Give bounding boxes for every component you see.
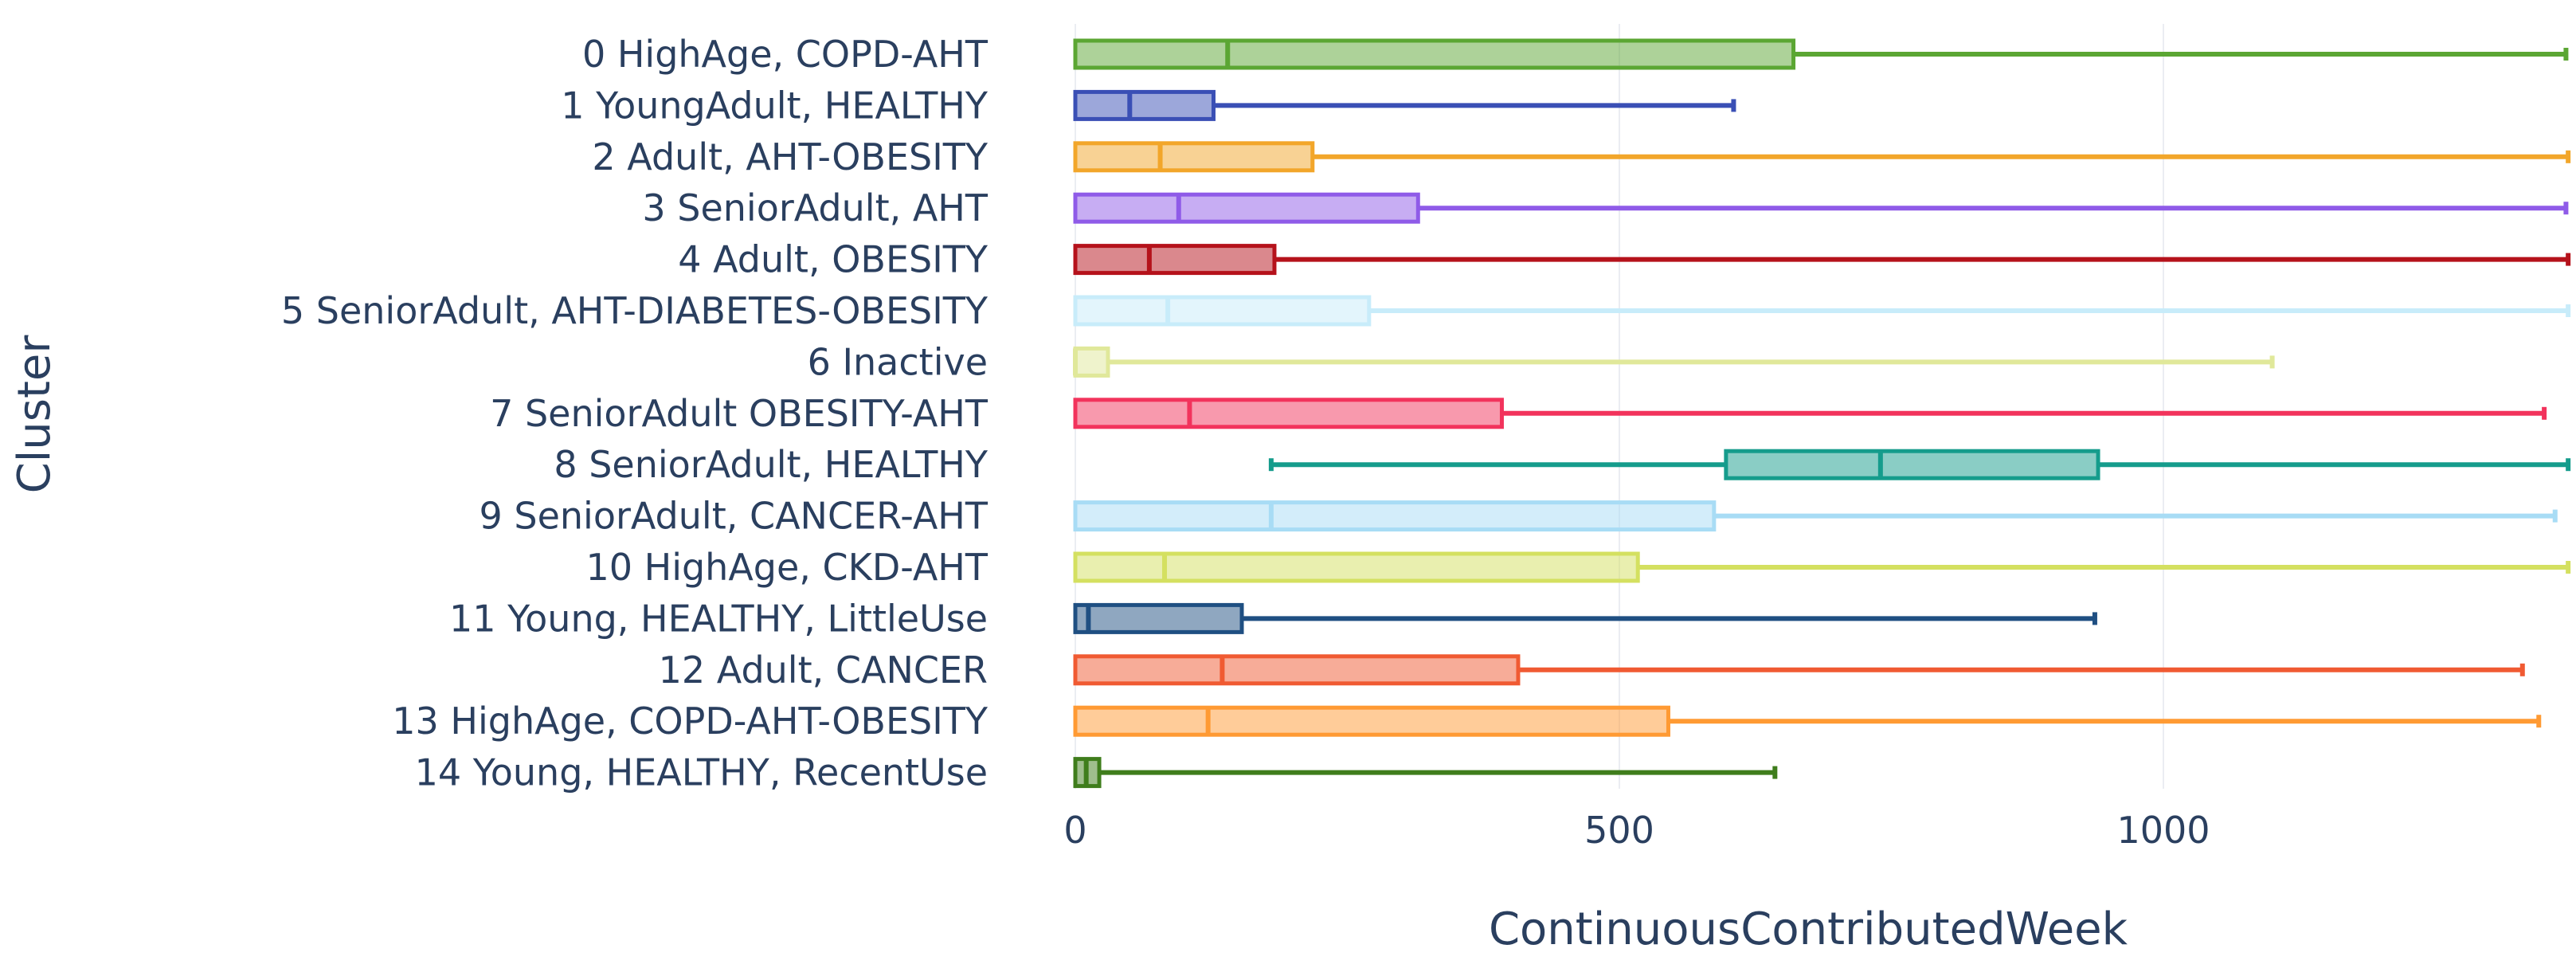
box-group-12 [1073,654,2525,686]
box-iqr-5 [1073,295,1372,327]
category-label-1: 1 YoungAdult, HEALTHY [561,84,989,127]
box-iqr-7 [1073,398,1504,429]
category-label-4: 4 Adult, OBESITY [678,238,989,281]
box-iqr-10 [1073,551,1640,583]
box-iqr-9 [1073,500,1717,532]
category-label-3: 3 SeniorAdult, AHT [642,186,989,229]
category-label-13: 13 HighAge, COPD-AHT-OBESITY [392,700,989,743]
box-group-8 [1268,449,2571,480]
box-iqr-6 [1073,346,1110,378]
box-iqr-1 [1073,89,1216,121]
category-label-0: 0 HighAge, COPD-AHT [582,33,989,76]
category-label-14: 14 Young, HEALTHY, RecentUse [415,751,988,794]
category-label-5: 5 SeniorAdult, AHT-DIABETES-OBESITY [281,289,989,332]
category-label-7: 7 SeniorAdult OBESITY-AHT [490,392,989,435]
box-group-5 [1073,295,2571,327]
box-group-6 [1073,346,2275,378]
box-iqr-11 [1073,602,1244,634]
box-group-3 [1073,192,2569,224]
x-tick-labels: 0 500 1000 [1063,809,2210,852]
y-axis-title: Cluster [9,335,61,494]
box-group-14 [1073,757,1778,789]
box-iqr-2 [1073,141,1315,173]
box-group-0 [1073,38,2569,70]
box-iqr-4 [1073,244,1277,276]
x-tick-label-500: 500 [1584,809,1654,852]
x-tick-label-0: 0 [1063,809,1086,852]
box-group-10 [1073,551,2571,583]
box-group-11 [1073,602,2097,634]
box-group-2 [1073,141,2571,173]
box-group-7 [1073,398,2547,429]
box-iqr-0 [1073,38,1796,70]
category-label-12: 12 Adult, CANCER [659,649,988,692]
box-series [1073,38,2571,789]
y-category-labels: 0 HighAge, COPD-AHT 1 YoungAdult, HEALTHY… [281,33,989,794]
category-label-6: 6 Inactive [808,340,988,383]
box-iqr-3 [1073,192,1420,224]
box-group-9 [1073,500,2558,532]
category-label-9: 9 SeniorAdult, CANCER-AHT [480,495,989,538]
x-tick-label-1000: 1000 [2116,809,2210,852]
category-label-10: 10 HighAge, CKD-AHT [585,546,988,589]
box-group-4 [1073,244,2571,276]
category-label-2: 2 Adult, AHT-OBESITY [592,135,988,178]
box-group-1 [1073,89,1736,121]
box-iqr-13 [1073,705,1670,737]
category-label-8: 8 SeniorAdult, HEALTHY [554,443,989,486]
box-group-13 [1073,705,2542,737]
category-label-11: 11 Young, HEALTHY, LittleUse [449,597,988,640]
box-iqr-8 [1724,449,2100,480]
box-iqr-12 [1073,654,1521,686]
x-axis-title: ContinuousContributedWeek [1489,903,2128,955]
